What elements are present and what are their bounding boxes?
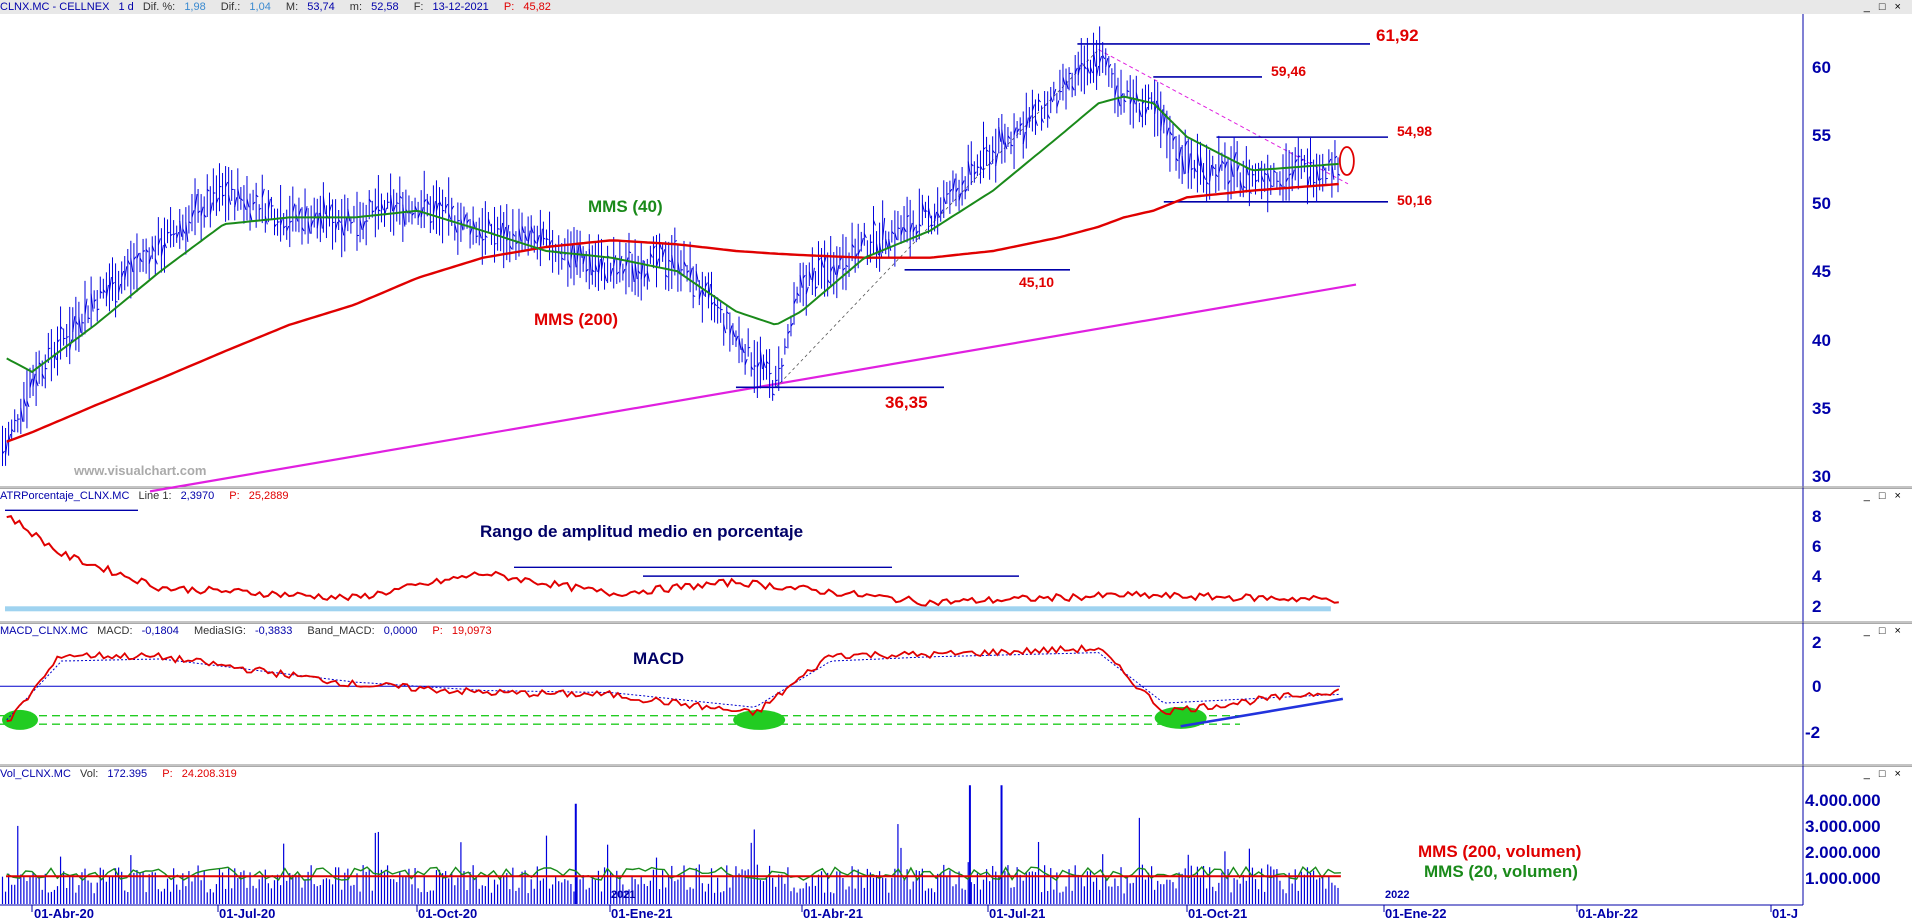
year-mark: 2021 [611,889,635,901]
mms40-label: MMS (40) [588,197,663,216]
volume-panel [2,785,1340,904]
vol-ytick: 4.000.000 [1805,791,1881,810]
x-tick: 01-Ene-22 [1385,906,1446,921]
x-tick: 01-Abr-21 [803,906,863,921]
x-tick: 01-Abr-20 [34,906,94,921]
price-bar-close [476,236,478,237]
year-mark: 2022 [1385,889,1409,901]
price-bar-close [748,347,750,348]
vol-ytick: 2.000.000 [1805,843,1881,862]
atr-ytick: 4 [1812,567,1822,586]
price-ytick: 40 [1812,331,1831,350]
price-bar-close [143,251,145,252]
x-tick: 01-Jul-21 [989,906,1045,921]
price-ytick: 50 [1812,194,1831,213]
price-bar-close [88,318,90,319]
price-bar-close [1314,182,1316,183]
x-tick: 01-Jul-20 [219,906,275,921]
x-tick: 01-Oct-20 [418,906,477,921]
macd-highlight-ellipse [2,710,38,730]
atr-ytick: 2 [1812,597,1821,616]
price-bar-close [495,244,497,245]
macd-yaxis: -2 0 2 [1805,633,1821,742]
atr-ytick: 8 [1812,507,1821,526]
vol-legend-20: MMS (20, volumen) [1424,862,1578,881]
price-bar-close [1298,156,1300,157]
x-tick: 01-Oct-21 [1188,906,1247,921]
vol-legend-200: MMS (200, volumen) [1418,842,1581,861]
price-ytick: 45 [1812,262,1831,281]
macd-ytick: 0 [1812,677,1821,696]
watermark: www.visualchart.com [73,463,206,478]
macd-ytick: -2 [1805,723,1820,742]
price-bar-close [498,229,500,230]
atr-ytick: 6 [1812,537,1821,556]
x-grid-ticks [32,905,1771,912]
macd-highlight-ellipse [733,710,785,730]
vol-ytick: 3.000.000 [1805,817,1881,836]
vol-yaxis: 1.000.000 2.000.000 3.000.000 4.000.000 [1805,791,1881,888]
price-bar-close [898,228,900,229]
price-bar-close [45,368,47,369]
macd-ytick: 2 [1812,633,1821,652]
level-4510-label: 45,10 [1019,274,1054,290]
price-bar-close [443,210,445,211]
level-5498-label: 54,98 [1397,123,1432,139]
level-5016-label: 50,16 [1397,192,1432,208]
mms40-line [7,97,1339,372]
x-tick: 01-Ene-21 [611,906,672,921]
volume-mms20-line [7,867,1341,880]
price-ytick: 60 [1812,58,1831,77]
vol-ytick: 1.000.000 [1805,869,1881,888]
breakout-circle [1340,147,1354,175]
macd-trendline [1181,699,1343,726]
x-tick: 01-J [1772,906,1798,921]
price-panel [2,26,1388,491]
x-tick: 01-Abr-22 [1578,906,1638,921]
atr-annotation: Rango de amplitud medio en porcentaje [480,522,803,541]
level-5946-label: 59,46 [1271,63,1306,79]
atr-yaxis: 2 4 6 8 [1812,507,1822,616]
atr-base-band [5,606,1331,611]
mms200-label: MMS (200) [534,310,618,329]
level-6192-label: 61,92 [1376,26,1419,45]
price-ytick: 35 [1812,399,1831,418]
price-ytick: 55 [1812,126,1831,145]
mms200-line [7,184,1339,442]
price-yaxis: 30 35 40 45 50 55 60 [1812,58,1831,486]
level-3635-label: 36,35 [885,393,928,412]
price-ytick: 30 [1812,467,1831,486]
macd-annotation: MACD [633,649,684,668]
